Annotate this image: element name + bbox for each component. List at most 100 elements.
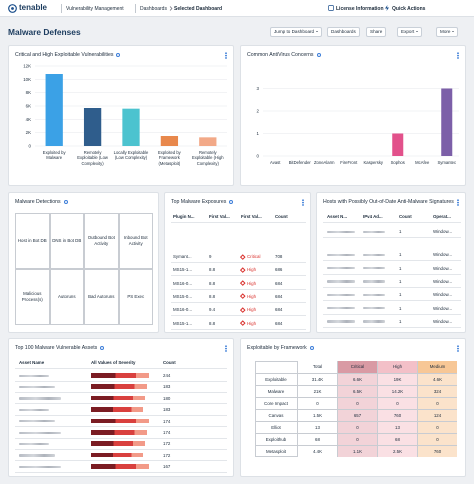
x-tick-label: Symantec — [437, 160, 457, 165]
severity-bar — [91, 464, 149, 469]
jump-button[interactable]: Jump to Dashboard — [270, 27, 323, 37]
info-icon[interactable] — [229, 199, 234, 204]
row-divider — [323, 300, 461, 302]
bar — [45, 74, 63, 146]
row-divider — [171, 301, 306, 303]
table-cell: 9 — [209, 254, 212, 259]
row-divider — [15, 471, 227, 473]
quick-actions[interactable]: Quick Actions — [392, 6, 426, 12]
menu[interactable] — [457, 345, 459, 352]
menu[interactable] — [225, 345, 227, 352]
menu[interactable] — [457, 52, 459, 59]
table-cell: 172 — [163, 452, 171, 458]
redacted-name — [19, 454, 55, 457]
table-cell: 1 — [399, 252, 402, 258]
more-button[interactable]: More — [436, 27, 459, 37]
table-cell: Asset N... — [327, 214, 348, 219]
brand: tenable — [19, 3, 48, 12]
table-cell: All Values of Severity — [91, 360, 136, 365]
panel: Exploitable by Framework Total Critical Hig… — [240, 338, 466, 477]
detection-cell: PS Exec — [118, 269, 153, 325]
divider — [61, 4, 62, 13]
table-cell: Critical — [337, 361, 377, 373]
export-button[interactable]: Export — [397, 27, 423, 37]
table-cell: MS15-1... — [173, 267, 193, 273]
share-button[interactable]: Share — [366, 27, 387, 37]
chart: 0 2K 4K 6K 8K 10K 12K — [23, 64, 227, 149]
product[interactable]: Vulnerability Management — [66, 6, 124, 12]
x-tick-label: Exploited by Framework (Metasploit) — [157, 150, 181, 166]
info-icon[interactable] — [100, 345, 105, 350]
table-cell: MS16-0... — [173, 307, 193, 313]
chart: 0 1 2 3 — [257, 86, 459, 159]
info-icon[interactable] — [316, 52, 321, 57]
redacted-ip — [363, 230, 385, 233]
table-cell: 172 — [163, 441, 171, 447]
row-divider — [323, 286, 461, 288]
severity-bar — [91, 441, 145, 446]
table-cell: 68 — [297, 433, 337, 445]
bar — [441, 88, 453, 156]
severity-bar — [91, 407, 143, 412]
redacted-name — [327, 320, 355, 323]
table-cell: Malware — [255, 385, 297, 397]
x-tick-label: BitDefender — [288, 160, 311, 165]
table-cell: IPv4 Ad... — [363, 214, 383, 219]
license-icon — [328, 5, 334, 11]
logo-icon — [8, 4, 17, 13]
y-tick-label: 6K — [26, 104, 31, 109]
redacted-name — [327, 253, 355, 257]
menu[interactable] — [302, 199, 304, 206]
table-cell: Symant... — [173, 254, 192, 259]
table-cell: 0 — [417, 433, 457, 445]
breadcrumb[interactable]: Dashboards — [140, 6, 167, 12]
table-cell: 8.8 — [209, 280, 216, 286]
table-cell: 0 — [297, 397, 337, 409]
title: Top 100 Malware Vulnerable Assets — [15, 345, 98, 351]
y-tick-label: 10K — [23, 77, 31, 82]
menu[interactable] — [457, 199, 459, 206]
info-icon[interactable] — [116, 52, 121, 57]
x-tick-label: McAfee — [415, 160, 430, 165]
table-cell: 1.1K — [337, 445, 377, 457]
table-cell: Plugin N... — [173, 214, 195, 219]
dashboards-button[interactable]: Dashboards — [327, 27, 360, 37]
x-tick-label: Remotely Exploitable (Low Complexity) — [77, 150, 108, 166]
table-cell: High — [247, 280, 257, 286]
license-link[interactable]: License Information — [336, 6, 384, 12]
table-cell: 8.8 — [209, 293, 216, 299]
y-tick-label: 2 — [257, 109, 260, 114]
table-cell: Count — [275, 214, 288, 219]
detection-cell: Malicious Process(s) — [15, 269, 50, 325]
table-cell: Window... — [433, 278, 453, 284]
table-cell: 1 — [399, 318, 402, 324]
info-icon[interactable] — [309, 345, 314, 350]
y-tick-label: 8K — [26, 90, 31, 95]
info-icon[interactable] — [63, 199, 68, 204]
y-tick-label: 4K — [26, 117, 31, 122]
table-cell: 708 — [275, 254, 283, 259]
table-cell: Window... — [433, 229, 453, 234]
table-cell: First Val... — [241, 214, 262, 219]
caret — [416, 31, 419, 33]
table-cell: Total — [297, 361, 337, 373]
caret — [452, 31, 455, 33]
row-divider — [323, 222, 461, 223]
panel: Hosts with Possibly Out-of-Date Anti-Mal… — [316, 192, 466, 333]
redacted-name — [19, 408, 49, 412]
menu[interactable] — [225, 52, 227, 59]
table-cell: 0 — [417, 421, 457, 433]
table-cell: High — [247, 293, 257, 299]
top-bar: tenable Vulnerability Management Dashboa… — [0, 0, 474, 17]
row-divider — [15, 460, 227, 462]
panel-title: Top Malware Exposures — [171, 199, 234, 205]
redacted-name — [19, 385, 55, 389]
table-cell: 0 — [337, 433, 377, 445]
table-cell: High — [247, 267, 257, 273]
x-tick-label: FireFront — [340, 160, 358, 165]
table-cell: 183 — [163, 384, 171, 390]
page-title: Malware Defenses — [8, 27, 81, 37]
table-cell: 684 — [275, 320, 283, 326]
detection-cell: Inbound Bot Activity — [118, 213, 153, 269]
y-tick-label: 2K — [26, 130, 31, 135]
